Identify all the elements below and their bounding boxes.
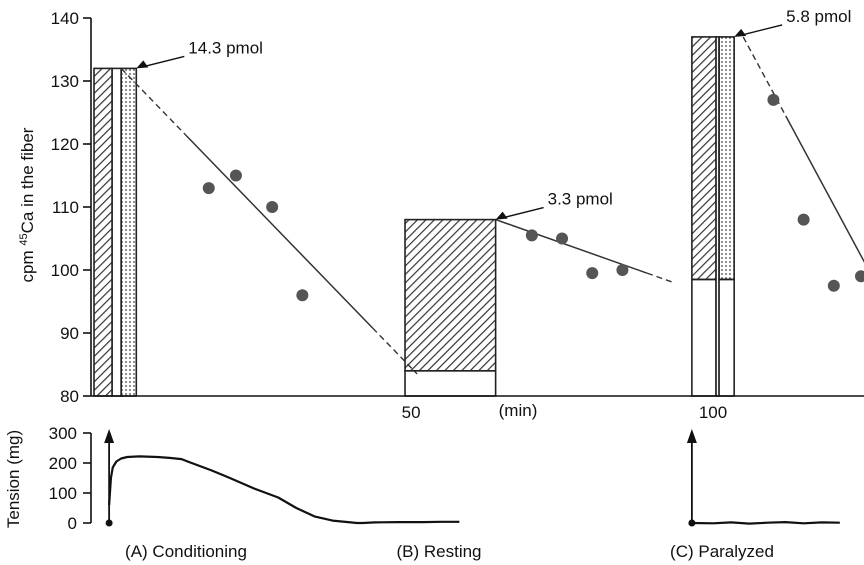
loading-bar-dotted bbox=[120, 67, 138, 397]
data-point bbox=[525, 229, 538, 242]
fit-line-dashed-start bbox=[120, 67, 187, 137]
x-tick-label: 50 bbox=[402, 403, 421, 422]
data-point bbox=[767, 93, 780, 106]
annotation-label: 5.8 pmol bbox=[786, 7, 851, 26]
loading-bar-hatched bbox=[404, 218, 497, 372]
x-axis-title: (min) bbox=[499, 401, 538, 420]
tension-tick-label: 300 bbox=[49, 424, 77, 443]
data-point bbox=[202, 182, 215, 195]
stimulus-markers bbox=[104, 429, 697, 527]
y-tick-label: 120 bbox=[51, 135, 79, 154]
condition-labels: (A) Conditioning (B) Resting (C) Paralyzed bbox=[125, 542, 774, 561]
y-tick-label: 80 bbox=[60, 387, 79, 406]
data-point bbox=[266, 201, 279, 213]
y-axis-tension: 0 100 200 300 bbox=[49, 424, 92, 533]
loading-bar-hatched bbox=[691, 36, 717, 281]
y-axis-title: cpm 45Ca in the fiber bbox=[18, 127, 37, 282]
y-axis-calcium: 80 90 100 110 120 130 140 50 100 bbox=[51, 9, 864, 422]
isotope-loading-bars bbox=[93, 36, 735, 397]
tension-tick-label: 200 bbox=[49, 454, 77, 473]
tension-tick-label: 100 bbox=[49, 484, 77, 503]
annotation-arrow bbox=[140, 55, 185, 69]
fit-line bbox=[185, 135, 374, 329]
y-axis-title-prefix: cpm bbox=[18, 246, 37, 283]
tension-tick-label: 0 bbox=[68, 514, 77, 533]
x-tick-label: 100 bbox=[699, 403, 727, 422]
fit-line-dashed-start bbox=[742, 36, 787, 117]
loading-bar-open bbox=[404, 369, 497, 397]
annotation-arrowhead bbox=[495, 211, 508, 220]
tension-trace bbox=[691, 520, 840, 525]
loading-bar-open bbox=[111, 67, 122, 397]
loading-annotations: 14.3 pmol 3.3 pmol 5.8 pmol bbox=[136, 7, 851, 220]
stimulus-arrowhead bbox=[104, 429, 115, 443]
annotation-label: 14.3 pmol bbox=[188, 38, 263, 57]
data-point bbox=[556, 232, 569, 245]
annotation-arrow bbox=[737, 24, 783, 37]
calcium-content-chart: 80 90 100 110 120 130 140 50 100 14.3 pmol 3.3 pm… bbox=[18, 7, 864, 422]
data-point bbox=[586, 267, 599, 280]
y-axis-title-suffix: Ca in the fiber bbox=[18, 127, 37, 233]
tension-traces bbox=[108, 455, 840, 525]
y-tick-label: 110 bbox=[52, 198, 79, 217]
fit-line-dashed-start bbox=[495, 218, 500, 222]
tension-chart: 0 100 200 300 Tension (mg) (A) Conditioning… bbox=[4, 424, 840, 561]
stimulus-onset-dot bbox=[105, 519, 113, 527]
data-point bbox=[616, 264, 629, 276]
condition-label: (C) Paralyzed bbox=[670, 542, 774, 561]
condition-label: (A) Conditioning bbox=[125, 542, 247, 561]
tension-axis-title: Tension (mg) bbox=[4, 430, 23, 528]
y-tick-label: 140 bbox=[51, 9, 79, 28]
data-point bbox=[229, 169, 242, 182]
fit-line-dashed-end bbox=[372, 327, 418, 375]
y-tick-label: 90 bbox=[60, 324, 79, 343]
stimulus-onset-dot bbox=[688, 519, 696, 527]
tension-trace bbox=[108, 455, 460, 525]
condition-label: (B) Resting bbox=[396, 542, 481, 561]
annotation-arrowhead bbox=[136, 60, 149, 69]
loading-bar-open bbox=[691, 278, 717, 397]
y-tick-label: 100 bbox=[51, 261, 79, 280]
data-point bbox=[827, 279, 840, 292]
loading-bar-dotted bbox=[718, 36, 735, 281]
loading-bar-open bbox=[718, 278, 735, 397]
stimulus-arrowhead bbox=[686, 429, 697, 443]
y-axis-title-superscript: 45 bbox=[18, 233, 30, 245]
y-tick-label: 130 bbox=[51, 72, 79, 91]
fit-line bbox=[785, 115, 864, 263]
loading-bar-hatched bbox=[93, 67, 113, 397]
fit-line-dashed-end bbox=[646, 272, 675, 284]
data-point bbox=[797, 213, 810, 226]
data-point bbox=[296, 289, 309, 302]
annotation-label: 3.3 pmol bbox=[548, 190, 613, 209]
annotation-arrow bbox=[499, 206, 544, 220]
annotation-arrowhead bbox=[734, 28, 747, 37]
calcium-data-points bbox=[202, 93, 864, 302]
data-point bbox=[854, 270, 864, 283]
